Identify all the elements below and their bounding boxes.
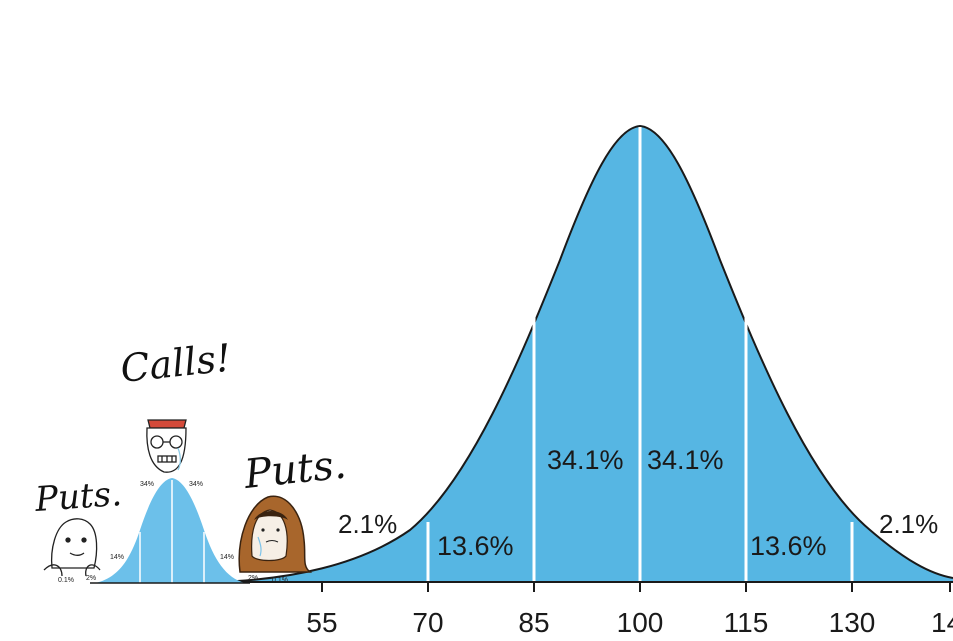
segment-label-left-outer: 13.6% [437,531,514,561]
mini-label-left-outer: 14% [110,554,124,561]
segment-label-left-tail: 2.1% [338,509,397,539]
tick-label-85: 85 [518,607,549,638]
mini-label-left-far: 0.1% [58,577,74,584]
mini-label-right-inner: 34% [189,481,203,488]
caption-right-puts: Puts. [241,442,348,499]
mini-bell-curve: 34% 34% 14% 14% 2% 0.1% 2% 0.1% [58,478,288,584]
tick-label-100: 100 [617,607,664,638]
main-bell-curve: 55 70 85 100 115 130 14 2.1% 13.6% 34.1%… [214,124,953,638]
mini-label-left-tail: 2% [86,575,96,582]
main-curve-fill [215,126,953,582]
main-curve-outline [214,124,953,583]
caption-left-puts: Puts. [33,474,123,520]
tick-label-115: 115 [724,607,769,638]
mini-label-right-tail: 2% [248,575,258,582]
segment-label-right-inner: 34.1% [647,445,724,475]
segment-label-left-inner: 34.1% [547,445,624,475]
mini-label-right-outer: 14% [220,554,234,561]
mini-label-right-far: 0.1% [272,577,288,584]
middle-wojak-character [146,419,187,473]
mini-curve-fill [95,478,245,583]
segment-label-right-outer: 13.6% [750,531,827,561]
right-hooded-character [238,495,313,573]
tick-label-70: 70 [412,607,443,638]
tick-label-130: 130 [829,607,876,638]
segment-label-right-tail: 2.1% [879,509,938,539]
left-wojak-character [43,518,101,577]
mini-label-left-inner: 34% [140,481,154,488]
tick-label-55: 55 [306,607,337,638]
tick-label-145: 14 [931,607,953,638]
